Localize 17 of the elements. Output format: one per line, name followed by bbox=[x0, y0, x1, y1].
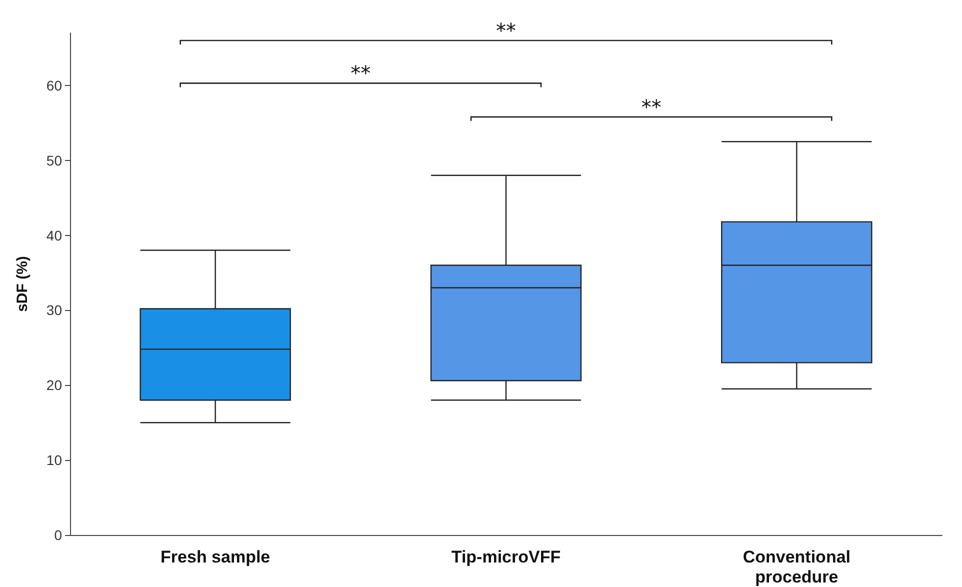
y-tick-label: 0 bbox=[54, 527, 62, 543]
x-tick-label: Tip-microVFF bbox=[451, 548, 561, 566]
significance-bracket: ** bbox=[180, 18, 832, 45]
significance-bracket: ** bbox=[180, 61, 542, 88]
y-tick-label: 60 bbox=[46, 77, 62, 94]
y-tick-label: 20 bbox=[46, 377, 62, 394]
y-tick-label: 10 bbox=[46, 452, 62, 468]
annotation: ** bbox=[496, 18, 516, 42]
y-tick-label: 50 bbox=[46, 152, 62, 168]
annotation: ** bbox=[641, 94, 662, 119]
annotation: ** bbox=[350, 61, 371, 86]
y-tick-label: 30 bbox=[46, 302, 62, 318]
y-axis-title: sDF (%) bbox=[14, 256, 31, 312]
x-tick-label: Fresh sample bbox=[160, 548, 270, 566]
y-tick-label: 40 bbox=[46, 227, 62, 244]
x-tick-label: Conventional procedure bbox=[742, 548, 851, 586]
significance-bracket: ** bbox=[470, 94, 832, 121]
